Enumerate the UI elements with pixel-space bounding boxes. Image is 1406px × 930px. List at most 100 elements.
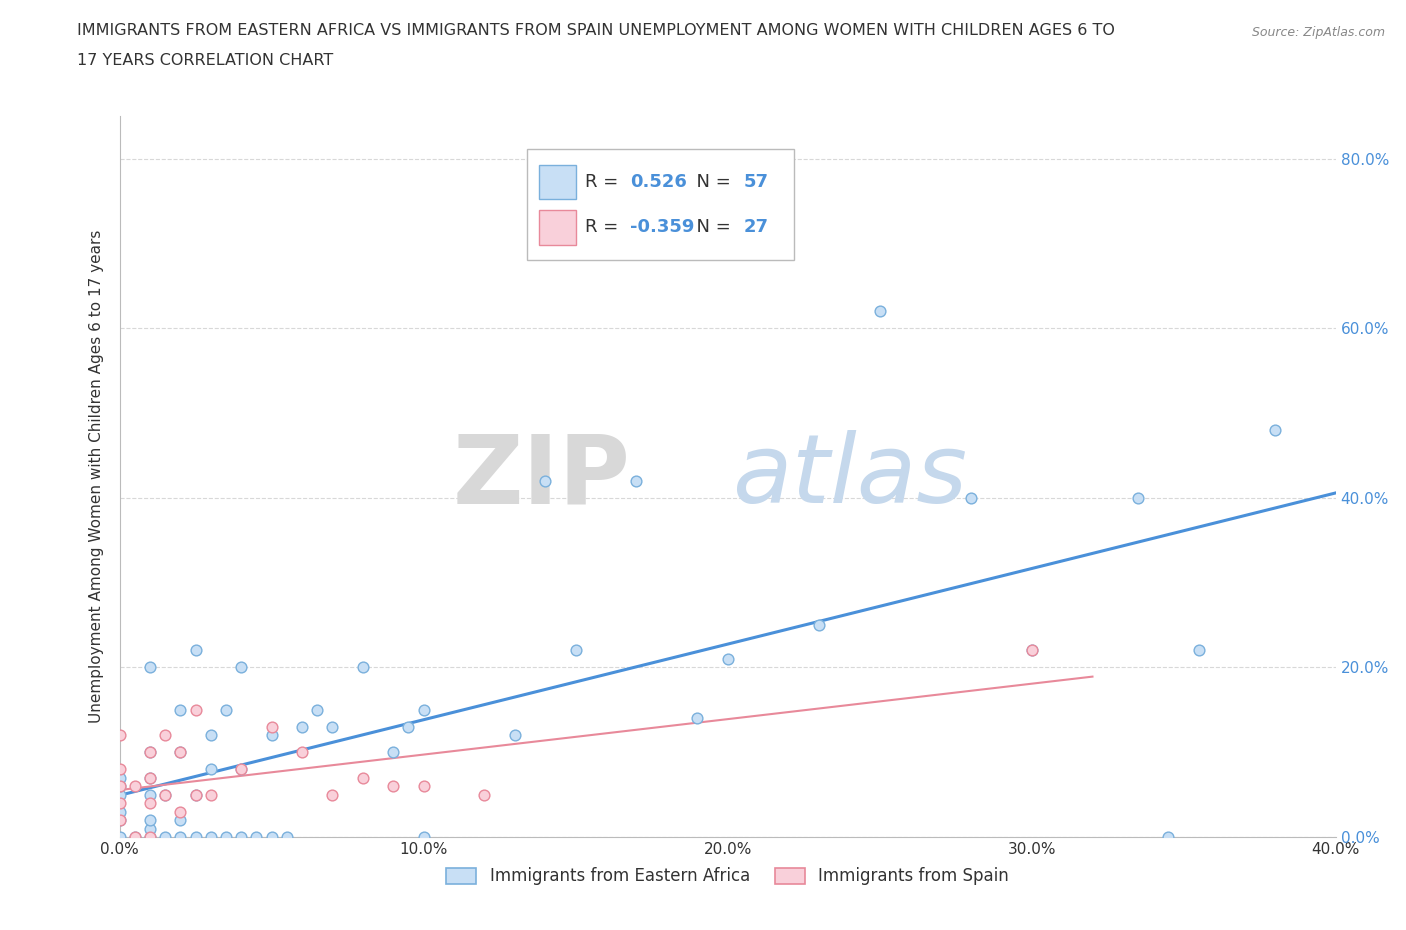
Point xyxy=(231,830,253,844)
Point xyxy=(139,821,162,836)
Text: 17 YEARS CORRELATION CHART: 17 YEARS CORRELATION CHART xyxy=(77,53,333,68)
Point xyxy=(215,830,238,844)
Point xyxy=(184,787,207,802)
Point xyxy=(215,702,238,717)
Point xyxy=(124,778,146,793)
Point xyxy=(1157,830,1180,844)
Point xyxy=(108,813,131,828)
Point xyxy=(108,770,131,785)
Point xyxy=(124,830,146,844)
Point xyxy=(412,830,434,844)
Point xyxy=(291,719,314,734)
Point xyxy=(184,702,207,717)
Text: ZIP: ZIP xyxy=(453,430,630,523)
Point xyxy=(352,770,374,785)
Point xyxy=(686,711,709,725)
Point xyxy=(108,813,131,828)
Point xyxy=(960,490,983,505)
Point xyxy=(139,787,162,802)
Point xyxy=(245,830,267,844)
Y-axis label: Unemployment Among Women with Children Ages 6 to 17 years: Unemployment Among Women with Children A… xyxy=(89,230,104,724)
Point xyxy=(153,830,176,844)
Point xyxy=(352,660,374,675)
Point xyxy=(169,813,191,828)
Text: R =: R = xyxy=(585,173,624,191)
Point xyxy=(200,728,222,743)
Text: -0.359: -0.359 xyxy=(630,219,695,236)
FancyBboxPatch shape xyxy=(527,149,794,260)
Point xyxy=(108,762,131,777)
Point xyxy=(564,643,586,658)
Point xyxy=(1264,422,1286,437)
Text: N =: N = xyxy=(685,173,737,191)
Point xyxy=(382,778,405,793)
Point xyxy=(108,778,131,793)
Point xyxy=(1021,643,1043,658)
Point xyxy=(124,830,146,844)
Point xyxy=(807,618,830,632)
Point xyxy=(139,745,162,760)
Text: IMMIGRANTS FROM EASTERN AFRICA VS IMMIGRANTS FROM SPAIN UNEMPLOYMENT AMONG WOMEN: IMMIGRANTS FROM EASTERN AFRICA VS IMMIGR… xyxy=(77,23,1115,38)
Text: atlas: atlas xyxy=(731,430,967,523)
Point xyxy=(139,830,162,844)
Point xyxy=(869,304,891,319)
Point xyxy=(503,728,526,743)
Point xyxy=(260,830,283,844)
Text: Source: ZipAtlas.com: Source: ZipAtlas.com xyxy=(1251,26,1385,39)
Point xyxy=(200,787,222,802)
Point xyxy=(717,652,740,667)
Point xyxy=(412,702,434,717)
Point xyxy=(1188,643,1211,658)
Legend: Immigrants from Eastern Africa, Immigrants from Spain: Immigrants from Eastern Africa, Immigran… xyxy=(437,859,1018,894)
Point xyxy=(260,728,283,743)
Point xyxy=(184,643,207,658)
Point xyxy=(412,778,434,793)
Point xyxy=(139,770,162,785)
Point xyxy=(139,830,162,844)
Point xyxy=(396,719,419,734)
Point xyxy=(184,830,207,844)
Point xyxy=(169,702,191,717)
Point xyxy=(291,745,314,760)
Point xyxy=(321,719,343,734)
Text: R =: R = xyxy=(585,219,624,236)
Point xyxy=(153,728,176,743)
Point xyxy=(169,804,191,819)
Point xyxy=(108,796,131,811)
Point xyxy=(200,830,222,844)
Point xyxy=(139,770,162,785)
Point xyxy=(153,787,176,802)
Point xyxy=(108,778,131,793)
Point xyxy=(534,473,557,488)
Text: N =: N = xyxy=(685,219,737,236)
Text: 57: 57 xyxy=(744,173,769,191)
Point xyxy=(1021,643,1043,658)
Point xyxy=(200,762,222,777)
Point xyxy=(276,830,298,844)
Point xyxy=(169,745,191,760)
Point xyxy=(139,660,162,675)
Point xyxy=(169,830,191,844)
Point xyxy=(108,787,131,802)
Point xyxy=(231,762,253,777)
Point xyxy=(108,728,131,743)
Point xyxy=(139,796,162,811)
Point xyxy=(184,787,207,802)
Point xyxy=(260,719,283,734)
Point xyxy=(108,804,131,819)
Point xyxy=(382,745,405,760)
Point xyxy=(108,830,131,844)
Text: 0.526: 0.526 xyxy=(630,173,688,191)
Point xyxy=(231,762,253,777)
Text: 27: 27 xyxy=(744,219,769,236)
Point xyxy=(307,702,329,717)
Point xyxy=(169,745,191,760)
Point xyxy=(472,787,496,802)
Point xyxy=(139,745,162,760)
Point xyxy=(139,813,162,828)
Point xyxy=(626,473,648,488)
Point xyxy=(321,787,343,802)
Point xyxy=(153,787,176,802)
Point xyxy=(1126,490,1149,505)
FancyBboxPatch shape xyxy=(538,165,575,199)
